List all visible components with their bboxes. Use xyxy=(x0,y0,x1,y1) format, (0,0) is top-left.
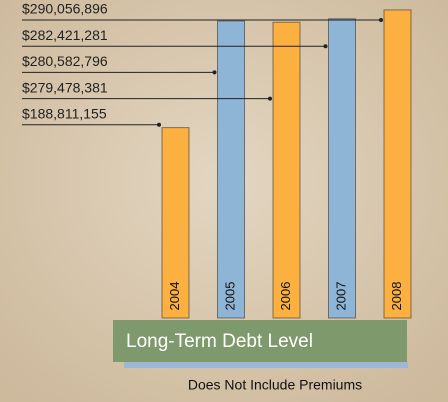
value-label: $188,811,155 xyxy=(22,106,107,122)
leader-dot xyxy=(323,44,328,49)
bar xyxy=(272,21,301,319)
bar xyxy=(217,20,245,319)
value-label: $282,421,281 xyxy=(22,27,108,43)
leader-dot xyxy=(379,18,383,22)
x-tick-label: 2006 xyxy=(278,282,293,311)
x-tick-label: 2004 xyxy=(167,282,182,311)
title-underline xyxy=(124,362,408,368)
value-label: $280,582,796 xyxy=(22,53,108,69)
chart-subtitle: Does Not Include Premiums xyxy=(188,377,362,393)
x-tick-label: 2007 xyxy=(333,282,348,311)
leader-dot xyxy=(212,70,217,75)
bar xyxy=(328,18,356,319)
value-label: $279,478,381 xyxy=(22,79,108,95)
title-box xyxy=(113,320,407,362)
x-tick-label: 2008 xyxy=(389,282,404,311)
x-tick-label: 2005 xyxy=(222,282,237,311)
bar xyxy=(161,127,190,319)
chart-title: Long-Term Debt Level xyxy=(126,331,313,352)
leader-dot xyxy=(157,122,161,127)
bar xyxy=(383,9,412,319)
value-label: $290,056,896 xyxy=(22,1,108,17)
leader-dot xyxy=(268,96,272,101)
